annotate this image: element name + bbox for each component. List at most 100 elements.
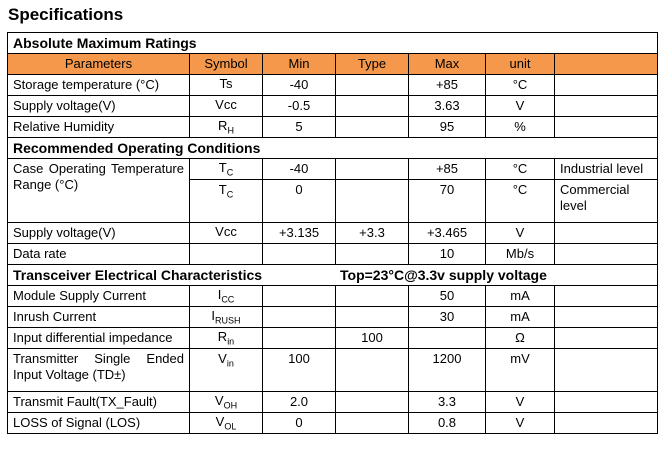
type-cell xyxy=(335,116,409,138)
param-cell: Input differential impedance xyxy=(7,327,190,349)
param-cell: Transmit Fault(TX_Fault) xyxy=(7,391,190,413)
unit-cell: Mb/s xyxy=(485,243,555,265)
row-inrush-current: Inrush Current IRUSH 30 mA xyxy=(7,306,659,328)
row-relative-humidity: Relative Humidity RH 5 95 % xyxy=(7,116,659,138)
unit-cell: mA xyxy=(485,306,555,328)
max-cell: +85 xyxy=(408,74,486,96)
row-case-temp-industrial: Case Operating Temperature Range (°C) TC… xyxy=(7,158,659,223)
col-note xyxy=(553,53,659,75)
param-cell: Data rate xyxy=(7,243,190,265)
param-cell: Module Supply Current xyxy=(7,285,190,307)
min-cell xyxy=(262,327,336,349)
min-cell xyxy=(262,306,336,328)
max-cell: 1200 xyxy=(408,348,486,392)
row-storage-temperature: Storage temperature (°C) Ts -40 +85 °C xyxy=(7,74,659,96)
section-title: Transceiver Electrical Characteristics T… xyxy=(6,264,659,286)
symbol-cell: RH xyxy=(189,116,263,138)
min-cell: +3.135 xyxy=(262,222,336,244)
section-absolute-maximum-ratings: Absolute Maximum Ratings xyxy=(6,32,659,54)
col-max: Max xyxy=(408,53,486,75)
max-cell: 50 xyxy=(408,285,486,307)
col-parameters: Parameters xyxy=(7,53,190,75)
max-cell: +3.465 xyxy=(408,222,486,244)
max-cell: 3.63 xyxy=(408,95,486,117)
symbol-cell: TC xyxy=(189,158,263,180)
note-cell xyxy=(553,74,659,96)
row-data-rate: Data rate 10 Mb/s xyxy=(7,243,659,265)
min-cell: 100 xyxy=(262,348,336,392)
type-cell xyxy=(335,95,409,117)
note-cell xyxy=(553,116,659,138)
type-cell xyxy=(335,74,409,96)
min-cell: 0 xyxy=(262,179,336,223)
max-cell: +85 xyxy=(408,158,486,180)
col-min: Min xyxy=(262,53,336,75)
type-cell xyxy=(335,391,409,413)
param-cell: Supply voltage(V) xyxy=(7,222,190,244)
section-recommended-operating-conditions: Recommended Operating Conditions xyxy=(6,137,659,159)
max-cell: 10 xyxy=(408,243,486,265)
param-cell: Supply voltage(V) xyxy=(7,95,190,117)
unit-cell: V xyxy=(485,222,555,244)
symbol-cell: Ts xyxy=(189,74,263,96)
min-cell xyxy=(262,285,336,307)
min-cell: 0 xyxy=(262,412,336,434)
note-cell xyxy=(553,285,659,307)
row-transmitter-input-voltage: Transmitter Single Ended Input Voltage (… xyxy=(7,348,659,392)
type-cell xyxy=(335,348,409,392)
note-cell xyxy=(553,391,659,413)
section-transceiver-electrical-characteristics: Transceiver Electrical Characteristics T… xyxy=(6,264,659,286)
param-cell: Storage temperature (°C) xyxy=(7,74,190,96)
unit-cell: V xyxy=(485,95,555,117)
unit-cell: °C xyxy=(485,158,555,180)
max-cell xyxy=(408,327,486,349)
section-title: Absolute Maximum Ratings xyxy=(6,32,659,54)
unit-cell: V xyxy=(485,391,555,413)
max-cell: 70 xyxy=(408,179,486,223)
type-cell xyxy=(335,306,409,328)
type-cell xyxy=(335,285,409,307)
type-cell xyxy=(335,412,409,434)
note-cell xyxy=(553,348,659,392)
param-cell: Case Operating Temperature Range (°C) xyxy=(7,158,190,223)
symbol-cell xyxy=(189,243,263,265)
row-supply-voltage-amr: Supply voltage(V) Vcc -0.5 3.63 V xyxy=(7,95,659,117)
max-cell: 30 xyxy=(408,306,486,328)
symbol-cell: IRUSH xyxy=(189,306,263,328)
row-loss-of-signal: LOSS of Signal (LOS) VOL 0 0.8 V xyxy=(7,412,659,434)
section-condition: Top=23°C@3.3v supply voltage xyxy=(340,267,547,283)
specifications-table: Absolute Maximum Ratings Parameters Symb… xyxy=(6,32,659,434)
symbol-cell: Vin xyxy=(189,348,263,392)
section-title-text: Transceiver Electrical Characteristics xyxy=(13,267,263,283)
symbol-cell: VOH xyxy=(189,391,263,413)
page-title: Specifications xyxy=(8,5,124,24)
unit-cell: °C xyxy=(485,179,555,223)
note-cell xyxy=(553,243,659,265)
type-cell xyxy=(335,158,409,180)
note-cell xyxy=(553,222,659,244)
param-cell: Transmitter Single Ended Input Voltage (… xyxy=(7,348,190,392)
param-cell: Relative Humidity xyxy=(7,116,190,138)
unit-cell: % xyxy=(485,116,555,138)
column-header-row: Parameters Symbol Min Type Max unit xyxy=(7,53,659,75)
unit-cell: mV xyxy=(485,348,555,392)
min-cell: -40 xyxy=(262,74,336,96)
param-line-2: Range (°C) xyxy=(13,177,79,192)
max-cell: 95 xyxy=(408,116,486,138)
unit-cell: mA xyxy=(485,285,555,307)
symbol-cell: TC xyxy=(189,179,263,223)
row-supply-voltage-roc: Supply voltage(V) Vcc +3.135 +3.3 +3.465… xyxy=(7,222,659,244)
min-cell: 2.0 xyxy=(262,391,336,413)
col-unit: unit xyxy=(485,53,555,75)
note-cell xyxy=(553,95,659,117)
col-symbol: Symbol xyxy=(189,53,263,75)
param-cell: Inrush Current xyxy=(7,306,190,328)
param-line-2: Input Voltage (TD±) xyxy=(13,367,126,382)
note-cell xyxy=(553,327,659,349)
param-line-1: Case Operating Temperature xyxy=(13,161,184,176)
param-line-1: Transmitter Single Ended xyxy=(13,351,184,366)
unit-cell: V xyxy=(485,412,555,434)
symbol-cell: Rin xyxy=(189,327,263,349)
param-cell: LOSS of Signal (LOS) xyxy=(7,412,190,434)
col-type: Type xyxy=(335,53,409,75)
